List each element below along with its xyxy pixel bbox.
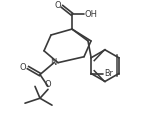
Text: O: O	[45, 80, 51, 89]
Text: O: O	[20, 63, 26, 72]
Text: OH: OH	[84, 10, 97, 19]
Text: Br: Br	[105, 69, 114, 78]
Text: O: O	[55, 1, 61, 10]
Text: N: N	[50, 58, 56, 67]
